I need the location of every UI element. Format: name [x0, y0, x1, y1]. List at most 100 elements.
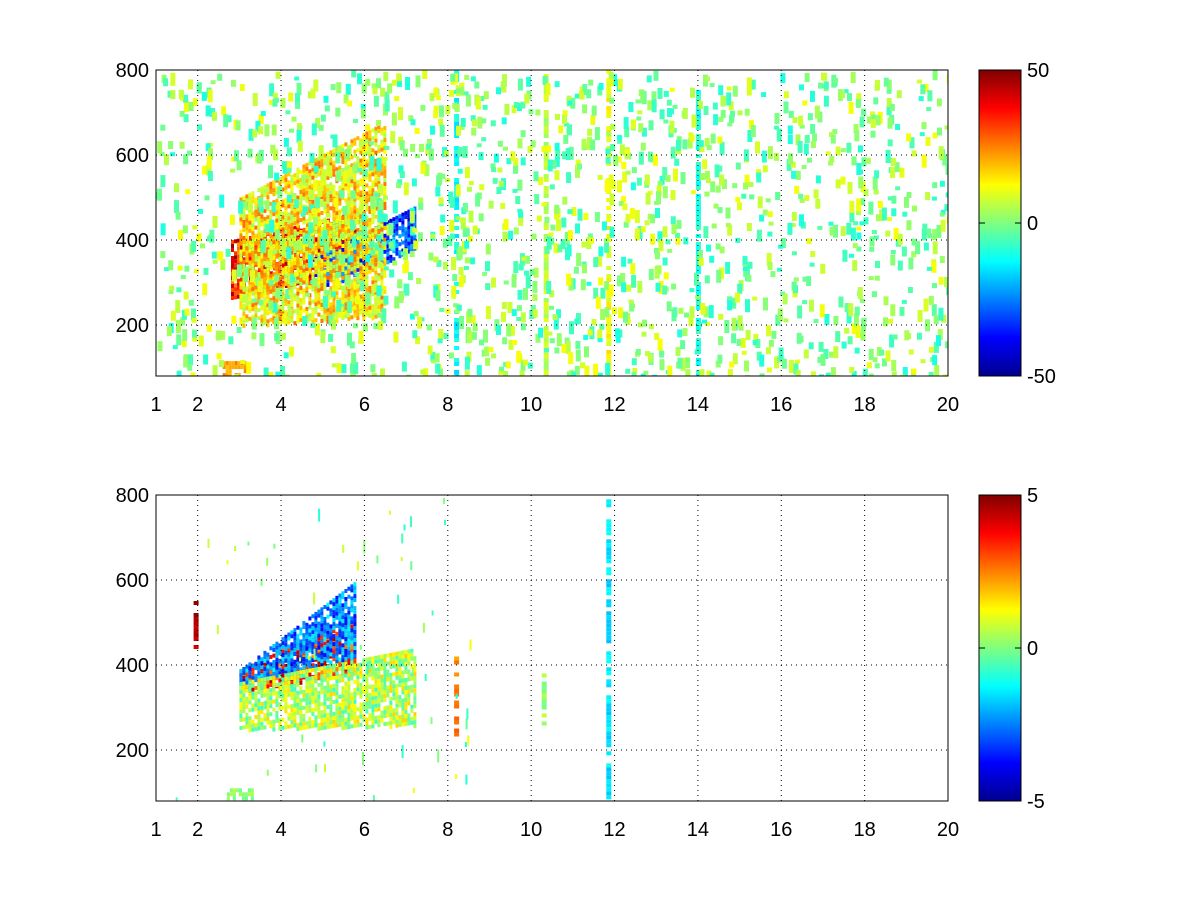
heatmap-cell: [606, 254, 612, 258]
heatmap-cell: [371, 152, 375, 157]
heatmap-cell: [284, 281, 288, 286]
heatmap-cell: [496, 325, 501, 335]
heatmap-cell: [744, 108, 750, 116]
heatmap-cell: [245, 198, 249, 203]
heatmap-cell: [242, 263, 246, 268]
heatmap-cell: [350, 175, 354, 180]
heatmap-cell: [323, 317, 327, 322]
heatmap-cell: [727, 224, 733, 236]
heatmap-cell: [242, 675, 246, 680]
heatmap-cell: [329, 632, 333, 637]
heatmap-cell: [449, 219, 455, 232]
heatmap-cell: [278, 305, 282, 310]
heatmap-cell: [341, 247, 345, 252]
heatmap-cell: [543, 158, 549, 162]
heatmap-cell: [363, 262, 366, 267]
heatmap-cell: [883, 296, 889, 306]
heatmap-cell: [326, 307, 330, 312]
heatmap-cell: [640, 90, 646, 104]
heatmap-cell: [813, 319, 819, 323]
heatmap-cell: [802, 100, 808, 106]
heatmap-cell: [543, 274, 549, 278]
heatmap-cell: [358, 301, 364, 309]
heatmap-cell: [293, 628, 297, 632]
heatmap-cell: [290, 174, 294, 179]
heatmap-cell: [242, 303, 246, 308]
heatmap-cell: [326, 159, 330, 164]
heatmap-cell: [326, 227, 330, 232]
heatmap-cell: [454, 322, 460, 326]
heatmap-cell: [613, 157, 619, 166]
heatmap-cell: [872, 357, 878, 363]
heatmap-cell: [342, 239, 345, 244]
heatmap-cell: [281, 215, 285, 220]
heatmap-cell: [874, 275, 880, 281]
heatmap-cell: [317, 164, 321, 169]
heatmap-cell: [593, 287, 599, 299]
heatmap-cell: [290, 654, 294, 659]
heatmap-cell: [362, 277, 366, 281]
heatmap-cell: [303, 259, 306, 264]
heatmap-cell: [851, 323, 857, 335]
heatmap-cell: [245, 214, 249, 219]
heatmap-cell: [326, 602, 330, 607]
heatmap-cell: [278, 217, 282, 222]
heatmap-cell: [350, 315, 354, 320]
heatmap-cell: [293, 281, 297, 286]
heatmap-cell: [284, 301, 288, 306]
heatmap-cell: [305, 654, 309, 659]
heatmap-cell: [567, 100, 573, 106]
heatmap-cell: [278, 285, 282, 290]
heatmap-cell: [532, 309, 538, 318]
heatmap-cell: [606, 354, 612, 358]
heatmap-cell: [577, 163, 582, 170]
heatmap-cell: [317, 625, 321, 630]
heatmap-cell: [810, 90, 815, 102]
heatmap-cell: [269, 309, 273, 314]
heatmap-cell: [302, 248, 306, 253]
heatmap-cell: [290, 190, 294, 195]
heatmap-cell: [326, 646, 330, 651]
heatmap-cell: [543, 114, 549, 118]
heatmap-cell: [365, 163, 369, 168]
heatmap-cell: [383, 174, 387, 178]
heatmap-cell: [699, 173, 705, 180]
heatmap-cell: [410, 240, 414, 245]
heatmap-cell: [414, 127, 420, 134]
heatmap-cell: [302, 651, 306, 656]
heatmap-cell: [311, 175, 315, 180]
heatmap-cell: [188, 299, 194, 306]
heatmap-cell: [274, 333, 280, 341]
heatmap-cell: [332, 614, 336, 619]
heatmap-cell: [293, 660, 297, 664]
heatmap-cell: [290, 234, 294, 239]
heatmap-cell: [254, 269, 258, 274]
heatmap-cell: [263, 184, 267, 189]
heatmap-cell: [654, 332, 660, 340]
heatmap-cell: [359, 250, 363, 255]
heatmap-cell: [196, 82, 202, 94]
heatmap-cell: [392, 225, 396, 230]
heatmap-cell: [566, 273, 572, 286]
heatmap-cell: [248, 288, 252, 293]
heatmap-cell: [302, 316, 308, 326]
heatmap-cell: [875, 261, 880, 268]
heatmap-cell: [305, 650, 309, 655]
heatmap-cell: [568, 146, 574, 160]
heatmap-cell: [308, 644, 312, 649]
heatmap-cell: [278, 201, 282, 206]
heatmap-cell: [287, 284, 291, 289]
x-tick-label: 16: [770, 394, 792, 416]
heatmap-cell: [799, 84, 804, 91]
heatmap-cell: [374, 182, 378, 187]
heatmap-cell: [659, 109, 665, 120]
heatmap-cell: [695, 90, 701, 94]
heatmap-cell: [344, 265, 348, 270]
heatmap-cell: [380, 275, 384, 280]
heatmap-cell: [336, 145, 342, 153]
heatmap-cell: [320, 263, 324, 267]
heatmap-cell: [170, 310, 176, 321]
heatmap-cell: [382, 157, 388, 161]
heatmap-cell: [543, 258, 549, 262]
heatmap-cell: [741, 350, 747, 355]
